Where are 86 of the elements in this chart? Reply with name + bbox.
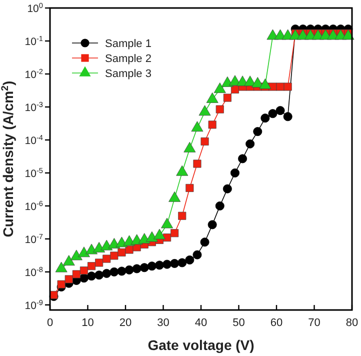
point: [154, 260, 164, 270]
point: [185, 255, 194, 264]
point: [198, 105, 211, 116]
point: [222, 184, 232, 194]
x-axis-title: Gate voltage (V): [148, 337, 254, 353]
point: [170, 229, 179, 238]
y-tick-label: 10$^{-6}$: [24, 198, 43, 213]
point: [161, 218, 174, 228]
x-tick-label: 60: [270, 317, 283, 329]
y-tick-label: 10$^{-8}$: [24, 264, 43, 279]
point: [62, 255, 75, 266]
point: [78, 246, 90, 258]
point: [140, 263, 149, 272]
y-tick-label: 10$^{-1}$: [24, 33, 43, 48]
point: [87, 272, 96, 281]
point: [118, 248, 126, 256]
point: [102, 254, 111, 263]
point: [125, 246, 134, 254]
point: [117, 266, 126, 276]
y-tick-label: 10$^{-9}$: [24, 297, 43, 312]
point: [238, 154, 248, 164]
legend-label: Sample 3: [105, 68, 152, 80]
x-tick-label: 20: [119, 317, 132, 329]
point: [260, 114, 270, 123]
point: [192, 250, 202, 260]
y-tick-label: 10$^{-2}$: [24, 66, 43, 81]
point: [124, 265, 134, 274]
point: [72, 270, 80, 278]
point: [168, 191, 181, 202]
point: [132, 264, 142, 274]
point: [57, 280, 66, 288]
point: [55, 262, 68, 272]
point: [162, 260, 172, 269]
point: [64, 275, 73, 284]
x-tick-label: 70: [308, 317, 320, 329]
point: [283, 112, 292, 122]
point: [284, 82, 292, 91]
point: [95, 258, 104, 267]
x-tick-label: 30: [157, 317, 170, 329]
point: [147, 262, 156, 271]
point: [208, 120, 216, 129]
point: [184, 142, 196, 152]
point: [176, 165, 188, 176]
x-tick-label: 50: [232, 317, 245, 329]
point: [191, 121, 204, 132]
point: [110, 267, 119, 276]
point: [70, 250, 82, 260]
point: [246, 139, 255, 148]
point: [102, 268, 112, 278]
x-tick-label: 80: [346, 317, 358, 329]
point: [186, 184, 194, 192]
point: [208, 220, 217, 230]
point: [200, 238, 210, 247]
y-tick-label: 10$^{0}$: [27, 0, 43, 15]
point: [193, 160, 202, 168]
point: [215, 201, 224, 210]
x-tick-label: 0: [46, 317, 54, 329]
point: [342, 29, 354, 40]
point: [268, 109, 278, 118]
point: [276, 106, 285, 116]
point: [110, 252, 118, 260]
point: [178, 258, 187, 268]
point: [178, 212, 186, 220]
point: [276, 82, 284, 91]
point: [216, 105, 224, 114]
x-tick-label: 10: [82, 317, 94, 329]
point: [153, 228, 166, 240]
point: [200, 137, 209, 146]
point: [93, 242, 106, 252]
y-tick-label: 10$^{-3}$: [24, 99, 43, 114]
point: [259, 78, 272, 89]
point: [94, 270, 104, 280]
point: [88, 262, 96, 270]
point: [206, 92, 218, 103]
y-tick-label: 10$^{-5}$: [24, 165, 43, 180]
y-tick-label: 10$^{-4}$: [24, 132, 43, 147]
point: [253, 127, 262, 136]
x-tick-label: 40: [194, 317, 208, 329]
point: [80, 266, 88, 275]
point: [170, 258, 180, 268]
point: [230, 168, 240, 178]
legend-label: Sample 1: [105, 38, 152, 50]
legend-label: Sample 2: [105, 53, 152, 65]
point: [223, 94, 232, 102]
point: [214, 82, 226, 93]
y-tick-label: 10$^{-7}$: [24, 231, 43, 246]
